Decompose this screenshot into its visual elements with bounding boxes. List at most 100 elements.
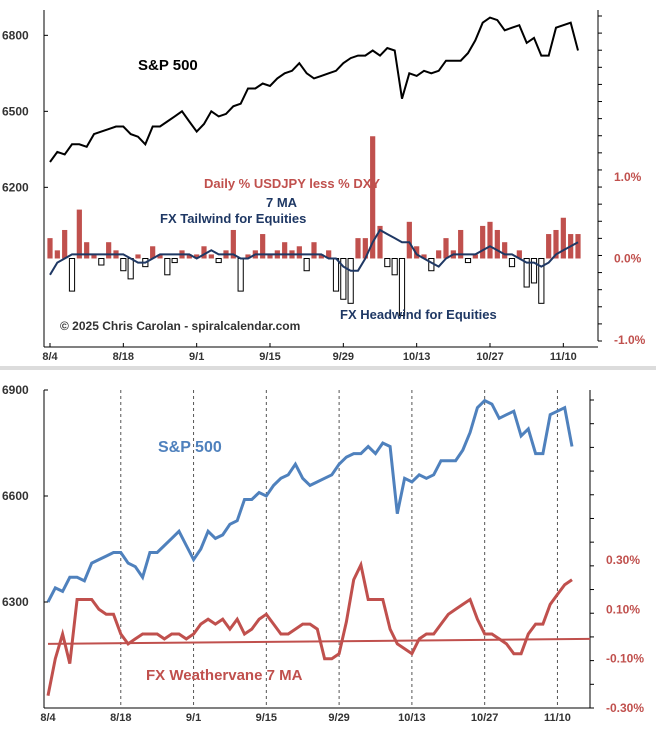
annotation-copyright: © 2025 Chris Carolan - spiralcalendar.co… <box>60 319 300 333</box>
bar-daily <box>538 258 545 304</box>
bar-daily <box>208 254 214 259</box>
bar-daily <box>260 234 266 259</box>
annotation-weathervane: FX Weathervane 7 MA <box>146 667 303 684</box>
bar-daily <box>120 258 127 272</box>
divider-top <box>0 366 656 370</box>
annotation-sp500-bottom: S&P 500 <box>158 439 222 456</box>
bar-daily <box>68 258 76 292</box>
y-left-tick-label: 6600 <box>2 489 29 503</box>
bar-daily <box>230 229 236 259</box>
bar-daily <box>377 225 383 259</box>
bar-daily <box>237 258 244 292</box>
y-left-tick-label: 6900 <box>2 383 29 397</box>
bar-daily <box>443 238 449 259</box>
y-right-tick-label: 0.30% <box>606 553 640 567</box>
bar-daily <box>76 209 82 259</box>
bar-daily <box>494 229 500 259</box>
bar-daily <box>384 258 391 268</box>
chart-bottom: 8/4 8/18 9/1 9/15 9/29 10/13 10/27 11/10 6300 660… <box>2 383 644 724</box>
bar-daily <box>201 246 207 259</box>
bar-daily <box>91 254 97 259</box>
bar-daily <box>106 242 112 259</box>
bar-daily <box>464 258 472 264</box>
bar-daily <box>530 258 538 284</box>
bar-daily <box>127 258 134 280</box>
bar-daily <box>164 258 171 276</box>
chart-top: 6200 6500 6800 1.0% 0.0% -1.0% 8/4 8/18 9/1 9/15 9… <box>0 10 656 370</box>
bar-daily <box>135 254 141 259</box>
bar-daily <box>98 258 105 266</box>
bar-daily <box>84 242 90 259</box>
y-left-tick-label: 6500 <box>2 104 29 118</box>
bar-daily <box>516 250 522 259</box>
x-tick-label: 9/15 <box>256 712 277 724</box>
bar-daily <box>458 229 464 259</box>
x-tick-label: 10/13 <box>398 712 426 724</box>
x-tick-label: 9/15 <box>259 351 280 363</box>
bar-daily <box>414 246 420 259</box>
bar-daily <box>421 254 427 259</box>
bar-daily <box>480 225 486 259</box>
y-right-tick-label: -0.30% <box>606 701 644 715</box>
bar-daily <box>194 254 200 259</box>
bar-daily <box>575 234 581 259</box>
bar-daily <box>370 136 376 259</box>
bar-daily <box>355 238 361 259</box>
annotation-tailwind: FX Tailwind for Equities <box>160 211 306 226</box>
x-tick-label: 9/29 <box>328 712 349 724</box>
y-right-tick-label: 0.0% <box>614 252 642 266</box>
x-tick-label: 10/13 <box>403 351 431 363</box>
y-right-tick-label: -0.10% <box>606 652 644 666</box>
x-tick-label: 10/27 <box>471 712 499 724</box>
bar-daily <box>406 221 412 259</box>
bar-daily <box>502 242 508 259</box>
y-right-tick-label: 1.0% <box>614 170 642 184</box>
bar-daily <box>391 258 398 276</box>
bar-daily <box>436 250 442 259</box>
x-tick-label: 8/4 <box>40 712 56 724</box>
y-left-tick-label: 6200 <box>2 180 29 194</box>
x-tick-label: 9/1 <box>189 351 204 363</box>
annotation-7ma: 7 MA <box>266 195 298 210</box>
bar-daily <box>245 254 251 259</box>
y-right-tick-label: -1.0% <box>614 333 646 347</box>
bar-daily <box>318 254 324 259</box>
bar-daily <box>186 254 192 259</box>
bar-daily <box>157 254 163 259</box>
x-tick-label: 8/4 <box>42 351 58 363</box>
bar-daily <box>62 229 68 259</box>
bar-daily <box>267 254 273 259</box>
bar-daily <box>340 258 347 300</box>
bar-daily <box>546 234 552 259</box>
bar-daily <box>398 258 406 317</box>
bar-daily <box>362 238 368 259</box>
bar-daily <box>523 258 530 288</box>
bar-daily <box>326 250 332 259</box>
x-tick-label: 8/18 <box>113 351 134 363</box>
x-tick-label: 9/1 <box>186 712 201 724</box>
bar-daily <box>47 238 53 259</box>
annotation-usdjpy: Daily % USDJPY less % DXY <box>204 176 380 191</box>
bar-daily <box>296 246 302 259</box>
bar-daily <box>472 254 478 259</box>
bar-daily <box>171 258 178 264</box>
series-sp500-top <box>49 16 579 163</box>
x-tick-label: 11/10 <box>550 351 577 363</box>
bar-daily <box>332 258 340 292</box>
bar-daily <box>303 258 310 272</box>
bar-daily <box>487 221 493 259</box>
x-tick-label: 10/27 <box>476 351 504 363</box>
annotation-sp500-top: S&P 500 <box>138 57 198 74</box>
bar-daily <box>560 217 566 259</box>
bar-daily <box>150 246 156 259</box>
bar-daily <box>553 229 559 259</box>
bar-daily <box>282 242 288 259</box>
bar-daily <box>54 250 60 259</box>
y-left-tick-label: 6300 <box>2 595 29 609</box>
x-tick-label: 11/10 <box>544 712 571 724</box>
annotation-headwind: FX Headwind for Equities <box>340 307 497 322</box>
x-tick-label: 8/18 <box>110 712 131 724</box>
y-right-tick-label: 0.10% <box>606 602 640 616</box>
series-weathervane <box>46 560 573 696</box>
